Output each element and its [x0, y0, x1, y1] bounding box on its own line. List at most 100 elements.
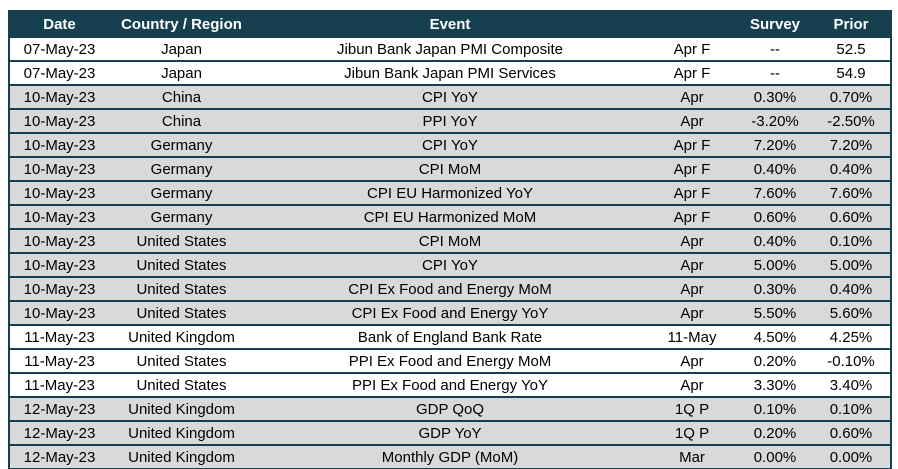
- cell-survey: 0.30%: [738, 84, 812, 110]
- cell-survey: --: [738, 60, 812, 86]
- cell-survey: 0.40%: [738, 228, 812, 254]
- cell-prior: 0.70%: [812, 84, 891, 110]
- cell-prior: 5.00%: [812, 252, 891, 278]
- cell-event: GDP QoQ: [254, 396, 646, 422]
- cell-event: CPI MoM: [254, 156, 646, 182]
- table-row: 07-May-23 Japan Jibun Bank Japan PMI Compo…: [9, 36, 891, 62]
- cell-prior: 4.25%: [812, 324, 891, 350]
- cell-date: 12-May-23: [9, 420, 109, 446]
- cell-country: Japan: [109, 60, 254, 86]
- cell-event: CPI EU Harmonized YoY: [254, 180, 646, 206]
- cell-prior: 7.20%: [812, 132, 891, 158]
- cell-period: 1Q P: [646, 420, 738, 446]
- table-header-row: Date Country / Region Event Survey Prior: [9, 11, 891, 37]
- cell-period: Apr: [646, 372, 738, 398]
- table-row: 10-May-23 Germany CPI MoM Apr F 0.40% 0.40%: [9, 156, 891, 182]
- cell-period: Apr: [646, 300, 738, 326]
- cell-survey: 3.30%: [738, 372, 812, 398]
- column-header-event: Event: [254, 11, 646, 37]
- cell-prior: -0.10%: [812, 348, 891, 374]
- cell-period: Apr: [646, 252, 738, 278]
- cell-period: 1Q P: [646, 396, 738, 422]
- cell-prior: 5.60%: [812, 300, 891, 326]
- table-row: 11-May-23 United States PPI Ex Food and En…: [9, 348, 891, 374]
- cell-date: 10-May-23: [9, 228, 109, 254]
- cell-date: 10-May-23: [9, 84, 109, 110]
- cell-survey: --: [738, 36, 812, 62]
- table-header: Date Country / Region Event Survey Prior: [9, 11, 891, 37]
- table-row: 11-May-23 United States PPI Ex Food and En…: [9, 372, 891, 398]
- cell-survey: 5.00%: [738, 252, 812, 278]
- cell-event: CPI Ex Food and Energy YoY: [254, 300, 646, 326]
- column-header-prior: Prior: [812, 11, 891, 37]
- cell-event: Jibun Bank Japan PMI Composite: [254, 36, 646, 62]
- cell-prior: 0.40%: [812, 156, 891, 182]
- table-body: 07-May-23 Japan Jibun Bank Japan PMI Compo…: [9, 36, 891, 469]
- cell-date: 10-May-23: [9, 204, 109, 230]
- cell-survey: 0.40%: [738, 156, 812, 182]
- cell-country: United Kingdom: [109, 396, 254, 422]
- cell-period: Apr: [646, 348, 738, 374]
- table-row: 12-May-23 United Kingdom GDP QoQ 1Q P 0.10% 0…: [9, 396, 891, 422]
- cell-event: CPI Ex Food and Energy MoM: [254, 276, 646, 302]
- cell-prior: 54.9: [812, 60, 891, 86]
- cell-event: Bank of England Bank Rate: [254, 324, 646, 350]
- table-row: 12-May-23 United Kingdom Monthly GDP (MoM)…: [9, 444, 891, 469]
- cell-survey: -3.20%: [738, 108, 812, 134]
- cell-date: 10-May-23: [9, 108, 109, 134]
- cell-country: United Kingdom: [109, 420, 254, 446]
- cell-date: 10-May-23: [9, 180, 109, 206]
- cell-country: United States: [109, 372, 254, 398]
- cell-event: CPI YoY: [254, 84, 646, 110]
- cell-event: CPI YoY: [254, 252, 646, 278]
- cell-survey: 5.50%: [738, 300, 812, 326]
- cell-survey: 7.60%: [738, 180, 812, 206]
- cell-date: 07-May-23: [9, 60, 109, 86]
- cell-date: 11-May-23: [9, 372, 109, 398]
- cell-survey: 0.20%: [738, 348, 812, 374]
- cell-prior: 0.10%: [812, 228, 891, 254]
- table-row: 10-May-23 United States CPI YoY Apr 5.00% 5.0…: [9, 252, 891, 278]
- cell-period: Apr F: [646, 36, 738, 62]
- cell-event: CPI EU Harmonized MoM: [254, 204, 646, 230]
- cell-period: Apr F: [646, 204, 738, 230]
- cell-prior: 0.00%: [812, 444, 891, 469]
- cell-prior: 0.60%: [812, 204, 891, 230]
- cell-date: 07-May-23: [9, 36, 109, 62]
- cell-survey: 7.20%: [738, 132, 812, 158]
- cell-period: Apr: [646, 228, 738, 254]
- cell-prior: 0.60%: [812, 420, 891, 446]
- table-row: 10-May-23 China CPI YoY Apr 0.30% 0.70%: [9, 84, 891, 110]
- cell-survey: 4.50%: [738, 324, 812, 350]
- column-header-survey: Survey: [738, 11, 812, 37]
- cell-survey: 0.00%: [738, 444, 812, 469]
- cell-country: United States: [109, 252, 254, 278]
- cell-survey: 0.10%: [738, 396, 812, 422]
- cell-date: 10-May-23: [9, 300, 109, 326]
- table-row: 12-May-23 United Kingdom GDP YoY 1Q P 0.20% 0…: [9, 420, 891, 446]
- cell-period: 11-May: [646, 324, 738, 350]
- cell-event: GDP YoY: [254, 420, 646, 446]
- cell-event: PPI Ex Food and Energy MoM: [254, 348, 646, 374]
- cell-date: 12-May-23: [9, 396, 109, 422]
- table-row: 10-May-23 Germany CPI YoY Apr F 7.20% 7.20%: [9, 132, 891, 158]
- cell-survey: 0.20%: [738, 420, 812, 446]
- table-row: 10-May-23 Germany CPI EU Harmonized MoM Apr…: [9, 204, 891, 230]
- cell-date: 10-May-23: [9, 132, 109, 158]
- cell-survey: 0.30%: [738, 276, 812, 302]
- cell-country: United Kingdom: [109, 444, 254, 469]
- cell-prior: 3.40%: [812, 372, 891, 398]
- cell-period: Apr F: [646, 156, 738, 182]
- cell-event: CPI MoM: [254, 228, 646, 254]
- cell-country: United States: [109, 228, 254, 254]
- cell-prior: -2.50%: [812, 108, 891, 134]
- cell-period: Apr: [646, 276, 738, 302]
- cell-event: PPI YoY: [254, 108, 646, 134]
- cell-event: Monthly GDP (MoM): [254, 444, 646, 469]
- cell-country: Germany: [109, 204, 254, 230]
- cell-prior: 0.10%: [812, 396, 891, 422]
- cell-event: Jibun Bank Japan PMI Services: [254, 60, 646, 86]
- cell-survey: 0.60%: [738, 204, 812, 230]
- column-header-period: [646, 11, 738, 37]
